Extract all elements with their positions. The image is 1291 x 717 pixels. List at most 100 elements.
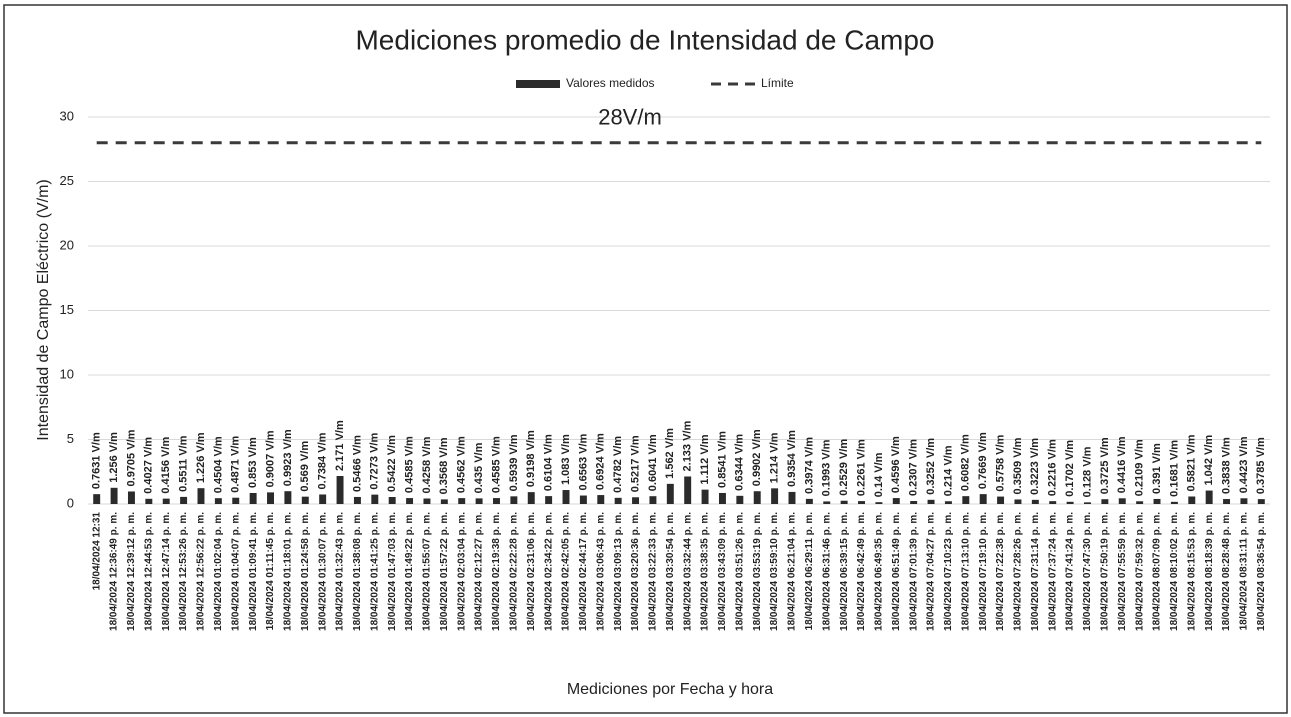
value-label: 1.083 V/m: [560, 434, 572, 485]
bar: [597, 495, 605, 504]
value-label: 0.6563 V/m: [577, 433, 589, 490]
x-tick-label: 18/04/2024 01:02:04 p. m.: [213, 512, 224, 631]
x-tick-label: 18/04/2024 03:06:43 p. m.: [595, 512, 606, 631]
legend-label: Límite: [761, 76, 794, 90]
value-label: 0.5422 V/m: [386, 435, 398, 492]
x-tick-label: 18/04/2024 01:55:07 p. m.: [422, 512, 433, 631]
bar: [632, 497, 640, 504]
value-label: 0.6104 V/m: [543, 434, 555, 491]
x-tick-label: 18/04/2024 07:59:32 p. m.: [1134, 512, 1145, 631]
value-label: 0.2216 V/m: [1047, 439, 1059, 496]
bar: [319, 494, 327, 504]
value-label: 0.9354 V/m: [786, 430, 798, 487]
value-label: 0.3509 V/m: [1012, 437, 1024, 494]
value-label: 0.9198 V/m: [525, 430, 537, 487]
x-tick-label: 18/04/2024 08:07:09 p. m.: [1152, 512, 1163, 631]
x-tick-label: 18/04/2024 02:22:28 p. m.: [509, 512, 520, 631]
value-label: 0.5758 V/m: [994, 434, 1006, 491]
x-tick-label: 18/04/2024 02:31:06 p. m.: [526, 512, 537, 631]
x-tick-label: 18/04/2024 03:32:44 p. m.: [682, 512, 693, 631]
value-label: 0.5821 V/m: [1186, 434, 1198, 491]
bar: [475, 498, 483, 504]
bar: [371, 494, 379, 504]
bar: [1101, 499, 1109, 504]
value-label: 0.853 V/m: [247, 437, 259, 488]
value-label: 1.562 V/m: [664, 428, 676, 479]
x-tick-label: 18/04/2024 03:43:09 p. m.: [717, 512, 728, 631]
bar: [249, 492, 257, 504]
x-tick-label: 18/04/2024 08:10:02 p. m.: [1169, 512, 1180, 631]
value-label: 0.435 V/m: [473, 442, 485, 493]
value-label: 0.3568 V/m: [438, 437, 450, 494]
x-tick-label: 18/04/2024 07:28:26 p. m.: [1013, 512, 1024, 631]
bar: [1257, 499, 1265, 504]
bar: [1118, 498, 1126, 504]
value-label: 1.256 V/m: [108, 432, 120, 483]
value-label: 0.4585 V/m: [403, 436, 415, 493]
bar: [1084, 502, 1091, 504]
value-label: 0.214 V/m: [942, 445, 954, 496]
x-tick-label: 18/04/2024 01:24:58 p. m.: [300, 512, 311, 631]
chart-title: Mediciones promedio de Intensidad de Cam…: [355, 24, 934, 55]
x-tick-label: 18/04/2024 07:31:14 p. m.: [1030, 512, 1041, 631]
bar: [1136, 501, 1144, 504]
bar: [562, 490, 570, 504]
y-axis-label: Intensidad de Campo Eléctrico (V/m): [35, 179, 52, 440]
value-label: 0.7669 V/m: [977, 432, 989, 489]
x-tick-label: 18/04/2024 07:37:24 p. m.: [1047, 512, 1058, 631]
x-tick-label: 18/04/2024 01:57:22 p. m.: [439, 512, 450, 631]
value-label: 0.7273 V/m: [369, 433, 381, 490]
bar: [93, 494, 101, 504]
bar: [162, 498, 170, 504]
value-label: 0.9923 V/m: [282, 429, 294, 486]
value-label: 1.214 V/m: [769, 432, 781, 483]
bar: [753, 491, 761, 504]
x-tick-label: 18/04/2024 01:11:45 p. m.: [265, 512, 276, 631]
value-label: 0.4585 V/m: [490, 436, 502, 493]
bar: [736, 495, 744, 504]
value-label: 0.4416 V/m: [1116, 436, 1128, 493]
value-label: 0.1681 V/m: [1168, 440, 1180, 497]
bar: [614, 497, 622, 504]
value-label: 0.3974 V/m: [803, 437, 815, 494]
bar: [684, 476, 692, 504]
value-label: 0.4782 V/m: [612, 436, 624, 493]
x-tick-label: 18/04/2024 07:19:10 p. m.: [978, 512, 989, 631]
bar: [997, 496, 1005, 504]
x-tick-label: 18/04/2024 12:39:12 p. m.: [126, 512, 137, 631]
legend-swatch: [516, 80, 560, 88]
value-label: 0.9902 V/m: [751, 429, 763, 486]
bar: [1188, 496, 1196, 504]
x-tick-label: 18/04/2024 01:18:01 p. m.: [283, 512, 294, 631]
bar: [927, 499, 935, 504]
x-tick-label: 18/04/2024 07:22:38 p. m.: [995, 512, 1006, 631]
value-label: 1.226 V/m: [195, 432, 207, 483]
bar: [493, 498, 500, 504]
x-tick-label: 18/04/2024 01:49:22 p. m.: [404, 512, 415, 631]
value-label: 0.4258 V/m: [421, 436, 433, 493]
bar: [110, 487, 118, 504]
value-label: 0.4562 V/m: [456, 436, 468, 493]
x-tick-label: 18/04/2024 01:47:03 p. m.: [387, 512, 398, 631]
bar: [267, 492, 274, 504]
bar: [510, 496, 518, 504]
x-tick-label: 18/04/2024 02:19:38 p. m.: [491, 512, 502, 631]
x-tick-label: 18/04/2024 03:38:35 p. m.: [700, 512, 711, 631]
bar: [718, 492, 726, 504]
value-label: 0.2261 V/m: [855, 439, 867, 496]
bar: [127, 491, 135, 504]
x-tick-label: 18/04/2024 02:34:22 p. m.: [543, 512, 554, 631]
bar: [1066, 501, 1074, 504]
value-label: 2.171 V/m: [334, 420, 346, 471]
value-label: 0.6082 V/m: [960, 434, 972, 491]
value-label: 0.14 V/m: [873, 452, 885, 497]
value-label: 0.2307 V/m: [908, 439, 920, 496]
x-tick-label: 18/04/2024 06:42:49 p. m.: [856, 512, 867, 631]
bar: [232, 497, 240, 504]
value-label: 0.6924 V/m: [595, 433, 607, 490]
legend-label: Valores medidos: [566, 76, 655, 90]
value-label: 0.4871 V/m: [230, 436, 242, 493]
x-tick-label: 18/04/2024 07:13:10 p. m.: [960, 512, 971, 631]
value-label: 0.4596 V/m: [890, 436, 902, 493]
